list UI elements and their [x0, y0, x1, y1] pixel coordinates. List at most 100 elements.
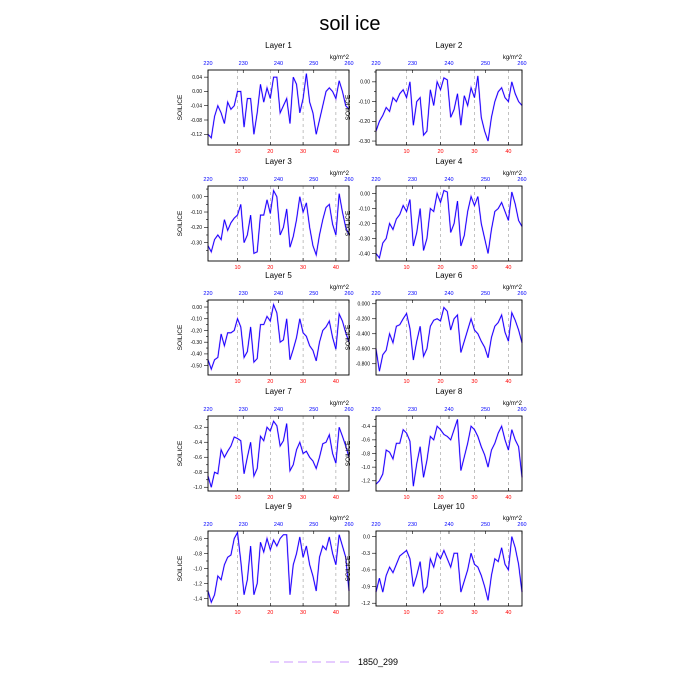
y-tick-label: 0.04	[192, 75, 202, 81]
y-tick-label: -0.08	[191, 118, 203, 124]
y-tick-label: 0.00	[360, 80, 370, 86]
top-tick-label: 250	[309, 522, 318, 528]
bottom-tick-label: 40	[333, 610, 339, 616]
y-tick-label: -0.6	[361, 568, 370, 574]
bottom-tick-label: 10	[234, 495, 240, 501]
panel-frame	[207, 530, 350, 607]
bottom-tick-label: 40	[333, 265, 339, 271]
bottom-tick-label: 40	[505, 149, 511, 155]
y-axis-label: SOILICE	[345, 324, 352, 350]
series-line	[207, 531, 350, 604]
panel-layer-2: Layer 2 kg/m^2 220 230 240 250 260 10 20 30 40 -0.3…	[345, 41, 527, 155]
series-line	[375, 75, 523, 142]
bottom-tick-label: 30	[300, 379, 306, 385]
top-tick-label: 260	[344, 177, 353, 183]
bottom-tick-label: 30	[471, 149, 477, 155]
y-tick-label: -0.10	[191, 210, 203, 216]
units-label: kg/m^2	[503, 171, 523, 177]
y-tick-label: -1.0	[193, 485, 202, 491]
top-tick-label: 250	[481, 61, 490, 67]
y-tick-label: -0.600	[356, 347, 370, 353]
panel-layer-8: Layer 8 kg/m^2 220 230 240 250 260 10 20 30 40 -1.2…	[345, 387, 527, 501]
y-tick-label: -0.8	[361, 451, 370, 457]
y-axis-label: SOILICE	[177, 210, 184, 236]
y-tick-label: -0.40	[359, 251, 371, 257]
bottom-tick-label: 20	[437, 379, 443, 385]
top-tick-label: 240	[444, 177, 453, 183]
y-axis-label: SOILICE	[345, 555, 352, 581]
top-tick-label: 240	[274, 291, 283, 297]
top-tick-label: 220	[371, 61, 380, 67]
panel-title: Layer 1	[265, 41, 292, 50]
panel-grid: Layer 1 kg/m^2 220 230 240 250 260 10 20 30 40 -0.1…	[177, 41, 527, 616]
y-tick-label: -0.40	[191, 352, 203, 358]
y-axis-label: SOILICE	[177, 94, 184, 120]
bottom-tick-label: 30	[471, 610, 477, 616]
bottom-tick-label: 40	[333, 495, 339, 501]
y-axis-label: SOILICE	[345, 210, 352, 236]
top-tick-label: 230	[408, 61, 417, 67]
top-tick-label: 260	[344, 291, 353, 297]
top-tick-label: 250	[309, 407, 318, 413]
panel-title: Layer 4	[436, 157, 463, 166]
bottom-tick-label: 40	[505, 495, 511, 501]
series-line	[207, 303, 350, 371]
panel-layer-5: Layer 5 kg/m^2 220 230 240 250 260 10 20 30 40 -0.5…	[177, 271, 354, 385]
bottom-tick-label: 10	[234, 610, 240, 616]
y-tick-label: 0.000	[357, 302, 370, 308]
y-tick-label: -1.2	[361, 601, 370, 607]
series-line-shadow	[207, 301, 350, 372]
panel-title: Layer 3	[265, 157, 292, 166]
y-tick-label: -0.6	[193, 536, 202, 542]
top-tick-label: 240	[444, 291, 453, 297]
series-line-shadow	[207, 188, 350, 259]
top-tick-label: 240	[274, 61, 283, 67]
bottom-tick-label: 10	[403, 265, 409, 271]
top-tick-label: 260	[344, 407, 353, 413]
bottom-tick-label: 30	[471, 379, 477, 385]
y-tick-label: -0.50	[191, 363, 203, 369]
y-tick-label: -0.200	[356, 317, 370, 323]
top-tick-label: 230	[239, 407, 248, 413]
bottom-tick-label: 20	[437, 610, 443, 616]
top-tick-label: 220	[203, 61, 212, 67]
series-line	[375, 419, 523, 487]
legend-label: 1850_299	[358, 657, 398, 667]
y-tick-label: -0.30	[359, 139, 371, 145]
top-tick-label: 260	[517, 177, 526, 183]
bottom-tick-label: 20	[267, 495, 273, 501]
y-axis-label: SOILICE	[177, 555, 184, 581]
y-tick-label: -0.4	[193, 440, 202, 446]
y-tick-label: 0.00	[192, 305, 202, 311]
panel-title: Layer 6	[436, 271, 463, 280]
top-tick-label: 260	[517, 291, 526, 297]
top-tick-label: 230	[408, 522, 417, 528]
top-tick-label: 220	[203, 407, 212, 413]
panel-title: Layer 2	[436, 41, 463, 50]
y-tick-label: -0.20	[359, 221, 371, 227]
units-label: kg/m^2	[330, 285, 350, 291]
bottom-tick-label: 10	[234, 149, 240, 155]
panel-frame	[375, 185, 523, 262]
top-tick-label: 240	[274, 177, 283, 183]
bottom-tick-label: 30	[300, 149, 306, 155]
y-tick-label: -0.400	[356, 332, 370, 338]
y-tick-label: -0.10	[359, 99, 371, 105]
y-tick-label: -0.8	[193, 470, 202, 476]
top-tick-label: 240	[444, 61, 453, 67]
bottom-tick-label: 20	[437, 265, 443, 271]
panel-layer-6: Layer 6 kg/m^2 220 230 240 250 260 10 20 30 40 -0.8…	[345, 271, 527, 385]
top-tick-label: 230	[408, 291, 417, 297]
units-label: kg/m^2	[330, 171, 350, 177]
bottom-tick-label: 10	[403, 379, 409, 385]
top-tick-label: 250	[481, 522, 490, 528]
units-label: kg/m^2	[330, 516, 350, 522]
y-tick-label: -0.04	[191, 104, 203, 110]
y-tick-label: -0.6	[193, 455, 202, 461]
panel-layer-3: Layer 3 kg/m^2 220 230 240 250 260 10 20 30 40 -0.3…	[177, 157, 354, 271]
y-axis-label: SOILICE	[177, 324, 184, 350]
panel-layer-10: Layer 10 kg/m^2 220 230 240 250 260 10 20 30 40 -1.…	[345, 502, 527, 616]
y-tick-label: -0.20	[191, 328, 203, 334]
y-tick-label: -0.12	[191, 132, 203, 138]
bottom-tick-label: 10	[234, 379, 240, 385]
